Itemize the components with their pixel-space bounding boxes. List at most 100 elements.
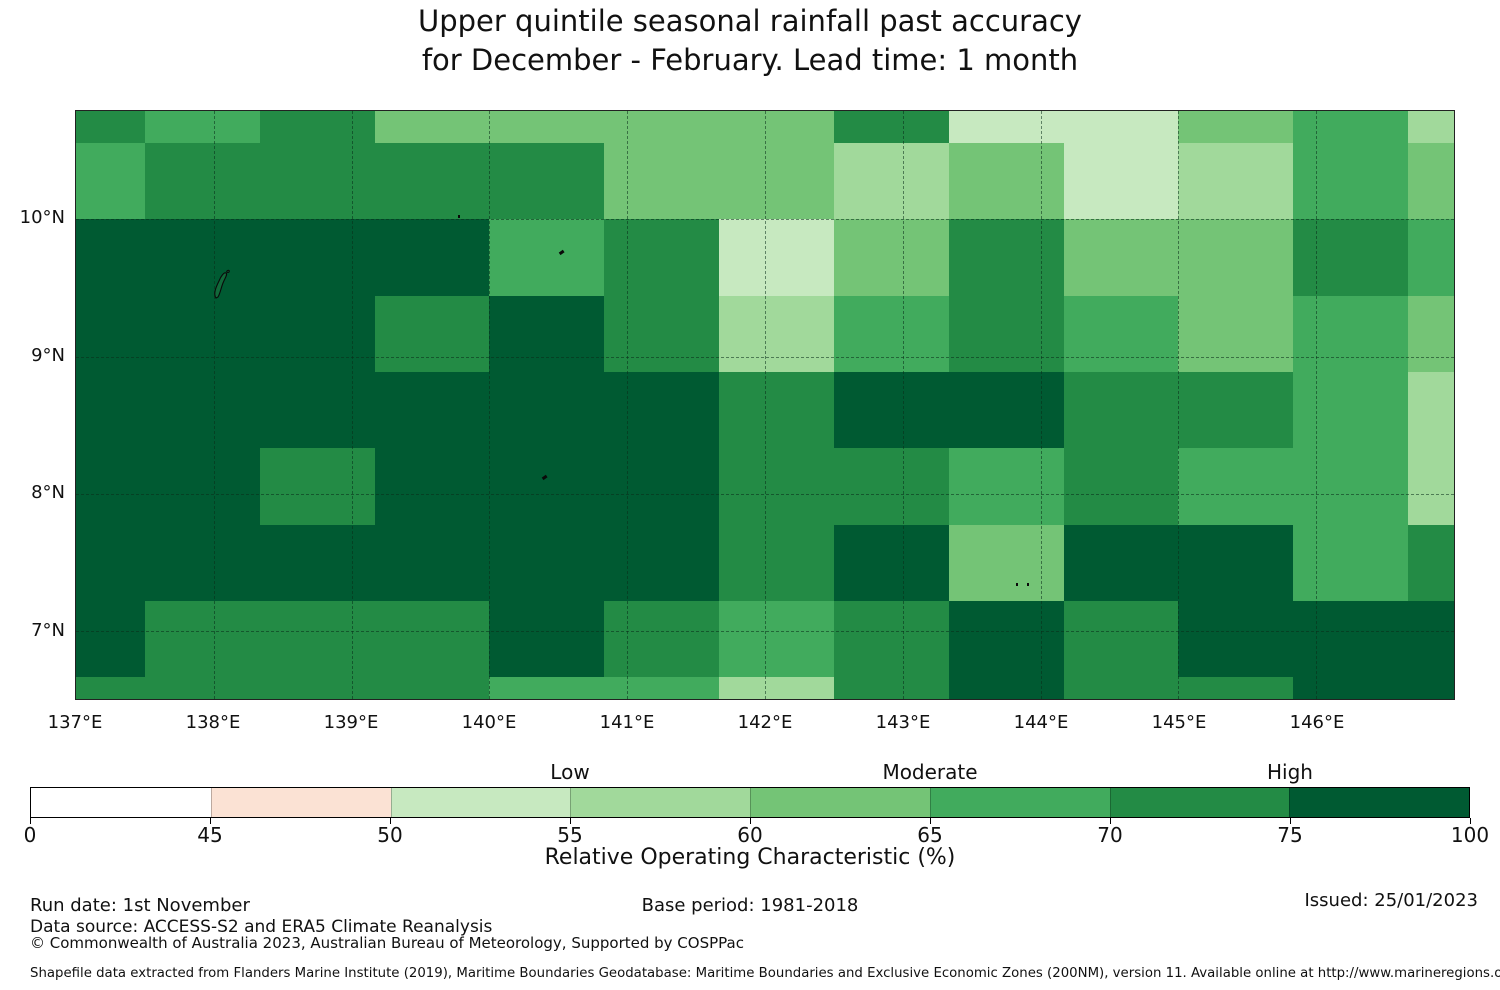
heatmap-cell bbox=[1178, 677, 1295, 699]
heatmap-cell bbox=[1293, 600, 1409, 678]
heatmap-cell bbox=[489, 448, 606, 526]
heatmap-panel bbox=[75, 110, 1455, 700]
chart-title: Upper quintile seasonal rainfall past ac… bbox=[0, 2, 1500, 80]
colorbar-tick-label: 75 bbox=[1277, 823, 1303, 847]
colorbar-segment-60-65 bbox=[750, 788, 930, 817]
heatmap-cell bbox=[259, 524, 376, 602]
heatmap-cell bbox=[144, 677, 261, 699]
heatmap-cell bbox=[144, 600, 261, 678]
heatmap-cell bbox=[833, 371, 950, 449]
footer-issued-date: Issued: 25/01/2023 bbox=[1304, 890, 1478, 911]
heatmap-cell bbox=[144, 111, 261, 144]
heatmap-cell bbox=[489, 111, 606, 144]
heatmap-cell bbox=[76, 371, 146, 449]
heatmap-cell bbox=[1063, 600, 1180, 678]
heatmap-cell bbox=[1408, 524, 1454, 602]
heatmap-cell bbox=[719, 143, 835, 221]
x-tick-label: 137°E bbox=[47, 712, 103, 733]
heatmap-cell bbox=[374, 677, 491, 699]
colorbar-separator bbox=[1289, 788, 1291, 817]
islet-dot bbox=[1015, 583, 1019, 586]
heatmap-cell bbox=[374, 448, 491, 526]
graticule-meridian bbox=[1316, 111, 1318, 699]
heatmap-cell bbox=[1178, 448, 1295, 526]
footer-copyright: © Commonwealth of Australia 2023, Austra… bbox=[30, 934, 744, 952]
colorbar-segment-0-45 bbox=[31, 788, 211, 817]
colorbar-separator bbox=[390, 788, 392, 817]
heatmap-cell bbox=[374, 295, 491, 373]
heatmap-cell bbox=[374, 111, 491, 144]
heatmap-cell bbox=[1293, 295, 1409, 373]
heatmap-cell bbox=[489, 143, 606, 221]
footer-shapefile-note: Shapefile data extracted from Flanders M… bbox=[30, 966, 1500, 981]
colorbar-tick-label: 55 bbox=[557, 823, 583, 847]
colorbar-tick-label: 50 bbox=[377, 823, 403, 847]
colorbar-tickmark bbox=[750, 818, 752, 824]
graticule-meridian bbox=[213, 111, 215, 699]
heatmap-cell bbox=[833, 600, 950, 678]
heatmap-cell bbox=[604, 111, 720, 144]
chart-title-line2: for December - February. Lead time: 1 mo… bbox=[421, 43, 1079, 77]
heatmap-cell bbox=[1178, 524, 1295, 602]
graticule-parallel bbox=[76, 631, 1454, 633]
heatmap-cell bbox=[1178, 111, 1295, 144]
chart-title-line1: Upper quintile seasonal rainfall past ac… bbox=[418, 4, 1082, 38]
graticule-meridian bbox=[765, 111, 766, 699]
heatmap-cell bbox=[76, 600, 146, 678]
heatmap-cell bbox=[1178, 295, 1295, 373]
heatmap-cell bbox=[259, 677, 376, 699]
heatmap-cell bbox=[1293, 524, 1409, 602]
heatmap-cell bbox=[1063, 677, 1180, 699]
heatmap-cell bbox=[374, 524, 491, 602]
heatmap-cell bbox=[948, 219, 1065, 297]
colorbar-tickmark bbox=[30, 818, 32, 824]
heatmap-cell bbox=[144, 371, 261, 449]
heatmap-cell bbox=[374, 143, 491, 221]
heatmap-cell bbox=[489, 295, 606, 373]
heatmap-cell bbox=[259, 295, 376, 373]
heatmap-cell bbox=[948, 371, 1065, 449]
x-tick-label: 146°E bbox=[1289, 712, 1345, 733]
heatmap-cell bbox=[1293, 371, 1409, 449]
colorbar-tickmark bbox=[570, 818, 572, 824]
colorbar-separator bbox=[929, 788, 931, 817]
colorbar-separator bbox=[750, 788, 751, 817]
colorbar-axis-label: Relative Operating Characteristic (%) bbox=[544, 845, 956, 870]
heatmap-cell bbox=[1408, 219, 1454, 297]
heatmap-cell bbox=[489, 371, 606, 449]
y-tick-label: 9°N bbox=[31, 344, 65, 366]
heatmap-cell bbox=[948, 111, 1065, 144]
heatmap-cell bbox=[948, 295, 1065, 373]
heatmap-cell bbox=[1178, 219, 1295, 297]
heatmap-cell bbox=[1408, 295, 1454, 373]
y-tick-label: 7°N bbox=[31, 620, 65, 642]
heatmap-cell bbox=[1063, 448, 1180, 526]
colorbar-tickmark bbox=[930, 818, 932, 824]
heatmap-cell bbox=[833, 219, 950, 297]
heatmap-cell bbox=[1408, 600, 1454, 678]
heatmap-cell bbox=[144, 143, 261, 221]
heatmap-cell bbox=[1293, 219, 1409, 297]
heatmap-cell bbox=[374, 600, 491, 678]
graticule-parallel bbox=[76, 219, 1454, 221]
heatmap-cell bbox=[948, 143, 1065, 221]
colorbar-segment-75-100 bbox=[1289, 788, 1469, 817]
heatmap-cell bbox=[833, 143, 950, 221]
heatmap-cell bbox=[374, 219, 491, 297]
heatmap-cell bbox=[948, 448, 1065, 526]
graticule-parallel bbox=[76, 494, 1454, 496]
colorbar-tick-label: 0 bbox=[23, 823, 37, 847]
graticule-meridian bbox=[1178, 111, 1180, 699]
colorbar-tickmark bbox=[210, 818, 212, 824]
heatmap-cell bbox=[833, 524, 950, 602]
heatmap-cell bbox=[374, 371, 491, 449]
heatmap-cell bbox=[144, 295, 261, 373]
heatmap-cell bbox=[1293, 677, 1409, 699]
colorbar bbox=[30, 787, 1470, 818]
colorbar-segment-55-60 bbox=[570, 788, 750, 817]
colorbar-tickmark bbox=[1290, 818, 1292, 824]
heatmap-cell bbox=[76, 295, 146, 373]
colorbar-segment-65-70 bbox=[929, 788, 1110, 817]
colorbar-separator bbox=[210, 788, 212, 817]
